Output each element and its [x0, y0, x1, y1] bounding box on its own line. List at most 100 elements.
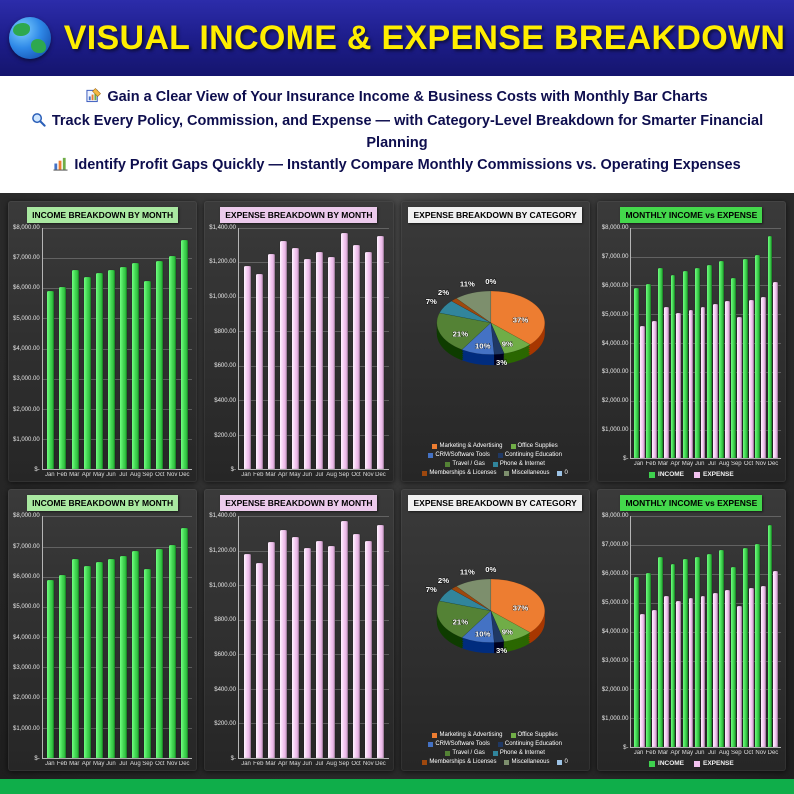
y-tick-label: $600.00 — [214, 363, 236, 370]
chart-title: MONTHLY INCOME vs EXPENSE — [620, 206, 763, 223]
bar — [706, 265, 712, 459]
y-tick-label: $800.00 — [214, 617, 236, 624]
plot-area — [237, 227, 389, 471]
month-slot — [730, 228, 742, 459]
legend-label: Miscellaneous — [511, 759, 550, 765]
bar — [328, 545, 336, 758]
legend-item: Miscellaneous — [504, 470, 549, 476]
x-tick-label: Jun — [694, 461, 705, 468]
x-tick-label: Apr — [81, 472, 92, 479]
x-tick-label: Aug — [130, 472, 141, 479]
x-tick-label: May — [93, 761, 105, 767]
gridline — [42, 318, 193, 320]
bar — [352, 533, 360, 758]
gridline — [238, 227, 389, 229]
bar — [737, 605, 742, 747]
svg-text:37%: 37% — [512, 315, 528, 324]
month-slot — [767, 228, 779, 459]
x-tick-label: Jul — [708, 750, 716, 756]
gridline — [238, 331, 389, 333]
x-tick-label: Mar — [69, 472, 80, 479]
gridline — [42, 576, 193, 578]
x-tick-label: May — [289, 761, 301, 767]
bar-chart: $8,000.00 $7,000.00 $6,000.00 $5,000.00 $4,0… — [13, 225, 193, 479]
gridline — [631, 227, 781, 229]
bar — [376, 525, 384, 758]
bar — [376, 236, 384, 470]
x-tick-label: Jun — [302, 472, 312, 479]
bar — [652, 321, 657, 459]
svg-text:7%: 7% — [425, 585, 436, 594]
bar — [664, 307, 670, 459]
y-tick-label: $4,000.00 — [601, 629, 629, 636]
x-tick-label: Jul — [315, 472, 324, 479]
expense-by-month-panel-2: EXPENSE BREAKDOWN BY MONTH $1,400.00 $1,2… — [204, 489, 394, 771]
legend-label: EXPENSE — [703, 471, 734, 479]
bar — [719, 260, 724, 459]
y-tick-label: $6,000.00 — [13, 574, 40, 580]
x-tick-label: Feb — [253, 472, 264, 479]
legend-swatch — [445, 461, 451, 467]
x-tick-label: Mar — [657, 461, 669, 468]
legend-item: Marketing & Advertising — [432, 443, 503, 449]
x-tick-label: Sep — [730, 750, 742, 756]
plot-area — [630, 516, 781, 748]
chart-title: EXPENSE BREAKDOWN BY MONTH — [220, 206, 378, 223]
category-pie-svg: 37% 9% 3% 10% 21% 7%2% 11% 0% — [425, 276, 545, 367]
legend-item: EXPENSE — [694, 471, 734, 478]
svg-text:0%: 0% — [485, 565, 496, 574]
charts-grid: INCOME BREAKDOWN BY MONTH $8,000.00 $7,00… — [0, 192, 794, 779]
x-tick-label: Dec — [178, 761, 190, 767]
legend-swatch — [504, 470, 510, 476]
gridline — [631, 371, 781, 373]
y-tick-label: $- — [34, 467, 40, 474]
month-slot — [633, 516, 645, 747]
x-tick-label: Nov — [755, 461, 767, 468]
gridline — [42, 606, 193, 608]
y-tick-label: $6,000.00 — [13, 285, 40, 292]
x-tick-label: Apr — [278, 761, 288, 767]
bar — [243, 265, 251, 470]
bars — [43, 516, 193, 758]
y-axis: $8,000.00 $7,000.00 $6,000.00 $5,000.00 $4,0… — [13, 225, 40, 474]
legend-label: Marketing & Advertising — [439, 732, 503, 738]
bar — [144, 569, 152, 758]
month-slot — [670, 228, 682, 459]
gridline — [42, 227, 193, 229]
legend-label: INCOME — [658, 471, 685, 479]
bar-chart: $8,000.00 $7,000.00 $6,000.00 $5,000.00 $4,0… — [601, 513, 781, 767]
bar — [731, 278, 737, 459]
gridline — [42, 439, 193, 441]
legend-item: Phone & Internet — [492, 461, 545, 467]
legend-label: Travel / Gas — [452, 750, 485, 756]
y-tick-label: $1,000.00 — [209, 294, 236, 300]
bar — [120, 266, 128, 470]
bar — [267, 253, 275, 470]
y-axis: $8,000.00 $7,000.00 $6,000.00 $5,000.00 $4,0… — [13, 513, 40, 762]
plot-area — [237, 516, 389, 759]
legend-item: Travel / Gas — [445, 750, 485, 756]
x-tick-label: Feb — [645, 461, 656, 468]
y-tick-label: $3,000.00 — [601, 369, 629, 376]
x-tick-label: Aug — [130, 761, 141, 767]
legend-label: Memberships & Licenses — [429, 470, 497, 477]
x-tick-label: Jun — [302, 761, 312, 767]
y-tick-label: $- — [230, 467, 236, 474]
month-slot — [314, 516, 326, 758]
legend-swatch — [557, 759, 563, 765]
svg-text:10%: 10% — [475, 341, 491, 350]
month-slot — [658, 228, 670, 459]
pie-legend: Marketing & Advertising Office Supplies CR… — [406, 440, 585, 478]
intro-line-text: Gain a Clear View of Your Insurance Inco… — [107, 89, 708, 105]
svg-text:2%: 2% — [437, 576, 448, 585]
y-tick-label: $1,200.00 — [209, 259, 236, 266]
income-vs-expense-panel-1: MONTHLY INCOME vs EXPENSE $8,000.00 $7,00… — [596, 200, 786, 483]
month-slot — [69, 516, 81, 758]
x-axis: Jan Feb Mar Apr May Jun Jul Aug Sep Oct Nov Dec — [42, 759, 193, 767]
bar — [316, 540, 324, 758]
y-tick-label: $8,000.00 — [601, 224, 629, 231]
gridline — [631, 400, 781, 402]
y-tick-label: $7,000.00 — [13, 543, 40, 550]
month-slot — [743, 228, 755, 459]
plot-area — [630, 227, 781, 460]
